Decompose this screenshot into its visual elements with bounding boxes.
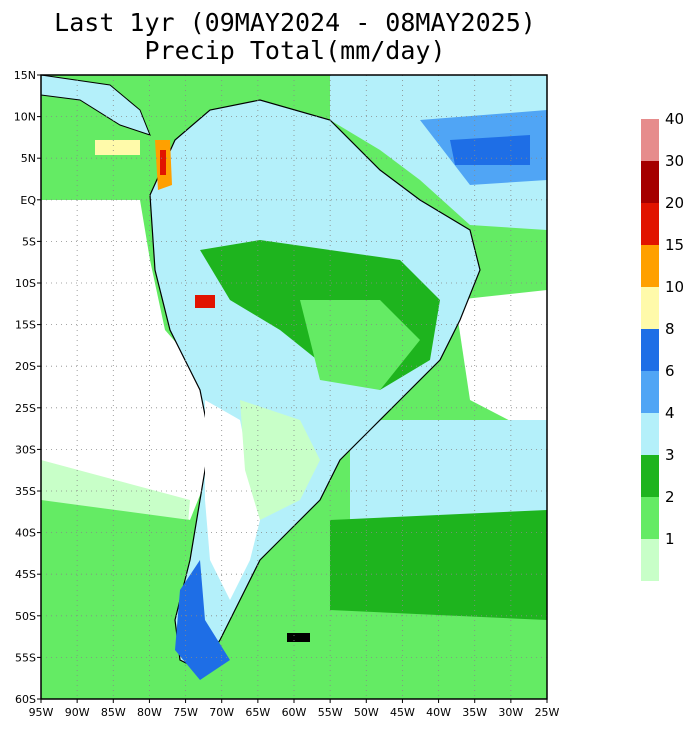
colorbar-swatch — [641, 497, 659, 539]
map-grid — [41, 75, 547, 699]
colorbar-label: 8 — [665, 320, 675, 338]
map-title-line1: Last 1yr (09MAY2024 - 08MAY2025) — [54, 8, 536, 37]
lon-tick-label: 70W — [209, 706, 234, 719]
lat-tick-label: 35S — [15, 485, 36, 498]
lon-tick-label: 80W — [137, 706, 162, 719]
colorbar-label: 2 — [665, 488, 675, 506]
falklands — [287, 633, 310, 642]
latitude-labels: 15N 10N 5N EQ 5S 10S 15S 20S 25S 30S 35S 40S 45S 50S 5… — [14, 69, 41, 706]
lat-tick-label: 5S — [22, 235, 36, 248]
lon-tick-label: 25W — [535, 706, 560, 719]
dry-atlantic — [455, 290, 547, 440]
lon-tick-label: 60W — [282, 706, 307, 719]
colorbar-swatch — [641, 455, 659, 497]
lat-tick-label: 15S — [15, 319, 36, 332]
colorbar-swatch — [641, 539, 659, 581]
colorbar-swatch — [641, 413, 659, 455]
lat-tick-label: 30S — [15, 443, 36, 456]
colorbar-swatch — [641, 371, 659, 413]
colorbar: 1 2 3 4 6 8 10 15 20 30 40 — [641, 110, 684, 581]
colorbar-swatch — [641, 287, 659, 329]
lon-tick-label: 75W — [173, 706, 198, 719]
lon-tick-label: 40W — [426, 706, 451, 719]
lat-tick-label: 55S — [15, 651, 36, 664]
lat-tick-label: 50S — [15, 610, 36, 623]
colorbar-swatch — [641, 329, 659, 371]
dry-interior — [205, 400, 260, 600]
lon-tick-label: 85W — [101, 706, 126, 719]
lat-tick-label: EQ — [20, 194, 36, 207]
colorbar-swatch — [641, 161, 659, 203]
central-america-land — [41, 75, 151, 136]
colorbar-label: 10 — [665, 278, 684, 296]
colorbar-label: 4 — [665, 404, 675, 422]
colorbar-swatch — [641, 245, 659, 287]
lat-tick-label: 25S — [15, 402, 36, 415]
lat-tick-label: 45S — [15, 568, 36, 581]
colorbar-label: 20 — [665, 194, 684, 212]
colorbar-label: 15 — [665, 236, 684, 254]
lat-tick-label: 10N — [14, 111, 36, 124]
south-pacific — [41, 500, 190, 600]
lat-tick-label: 60S — [15, 693, 36, 706]
lat-tick-label: 20S — [15, 360, 36, 373]
map-title-line2: Precip Total(mm/day) — [144, 36, 446, 65]
colorbar-label: 30 — [665, 152, 684, 170]
lon-tick-label: 50W — [354, 706, 379, 719]
lon-tick-label: 35W — [462, 706, 487, 719]
lon-tick-label: 95W — [29, 706, 54, 719]
lon-tick-label: 55W — [318, 706, 343, 719]
colorbar-label: 6 — [665, 362, 675, 380]
colombia-peak — [160, 150, 166, 175]
lat-tick-label: 10S — [15, 277, 36, 290]
argentina-light — [240, 400, 320, 520]
colorbar-label: 3 — [665, 446, 675, 464]
colorbar-swatch — [641, 119, 659, 161]
lat-tick-label: 5N — [21, 152, 36, 165]
panama-pacific-max — [95, 140, 140, 155]
southern-chile-wet — [175, 560, 230, 680]
colorbar-label: 40 — [665, 110, 684, 128]
itcz-atlantic — [330, 75, 547, 230]
bolivia-peak — [195, 295, 215, 308]
itcz-max — [450, 135, 530, 165]
lat-tick-label: 40S — [15, 527, 36, 540]
lon-tick-label: 45W — [390, 706, 415, 719]
dry-pacific — [41, 200, 210, 520]
longitude-labels: 95W 90W 85W 80W 75W 70W 65W 60W 55W 50W 45W 40W 35W 3… — [29, 699, 560, 719]
lon-tick-label: 30W — [498, 706, 523, 719]
colorbar-label: 1 — [665, 530, 675, 548]
central-brazil — [300, 300, 420, 390]
lon-tick-label: 90W — [65, 706, 90, 719]
colorbar-swatch — [641, 203, 659, 245]
lat-tick-label: 15N — [14, 69, 36, 82]
lon-tick-label: 65W — [245, 706, 270, 719]
map-field — [41, 75, 547, 699]
